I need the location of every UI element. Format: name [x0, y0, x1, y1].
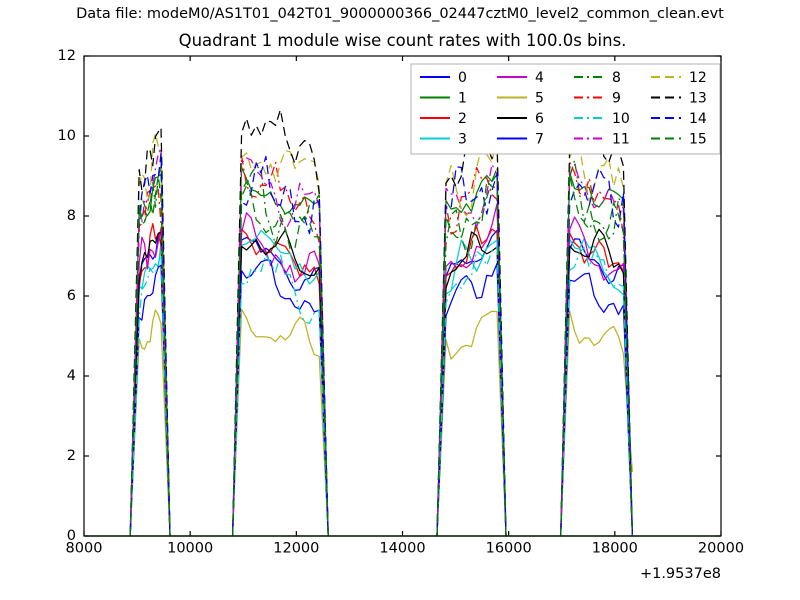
series-line-8 — [231, 165, 329, 537]
series-line-5 — [231, 308, 329, 537]
series-line-2 — [231, 228, 329, 537]
x-tick-label: 20000 — [698, 541, 744, 557]
series-line-11 — [560, 163, 634, 537]
series-line-3 — [231, 229, 329, 537]
legend-label-1: 1 — [458, 91, 467, 107]
series-line-14 — [436, 166, 507, 537]
series-line-5 — [436, 310, 507, 537]
series-line-11 — [231, 157, 329, 537]
x-tick-label: 8000 — [66, 541, 103, 557]
series-line-12 — [129, 133, 171, 537]
series-line-4 — [560, 216, 634, 537]
series-line-15 — [129, 174, 171, 537]
legend-label-6: 6 — [535, 111, 544, 127]
y-tick-label: 4 — [67, 368, 76, 384]
series-line-4 — [129, 227, 171, 537]
y-tick-label: 12 — [58, 48, 76, 64]
x-tick-label: 16000 — [486, 541, 532, 557]
legend-label-5: 5 — [535, 91, 544, 107]
series-line-10 — [231, 253, 329, 537]
series-line-10 — [129, 251, 171, 537]
series-line-12 — [436, 134, 507, 537]
legend-label-9: 9 — [612, 91, 621, 107]
y-tick-label: 6 — [67, 288, 76, 304]
series-line-11 — [436, 163, 507, 537]
series-line-6 — [560, 228, 634, 537]
y-tick-label: 8 — [67, 208, 76, 224]
y-tick-label: 0 — [67, 528, 76, 544]
series-line-5 — [560, 310, 634, 537]
y-tick-label: 2 — [67, 448, 76, 464]
legend-label-0: 0 — [458, 70, 467, 86]
legend-label-15: 15 — [689, 132, 707, 148]
series-line-6 — [231, 229, 329, 537]
legend-label-7: 7 — [535, 132, 544, 148]
series-line-8 — [436, 167, 507, 537]
series-line-6 — [129, 231, 171, 537]
legend-label-13: 13 — [689, 91, 707, 107]
legend-label-12: 12 — [689, 70, 707, 86]
series-line-13 — [129, 127, 171, 537]
series-line-7 — [231, 259, 329, 537]
series-line-9 — [436, 166, 507, 537]
series-line-3 — [560, 237, 634, 537]
series-line-7 — [560, 272, 634, 537]
legend-label-10: 10 — [612, 111, 630, 127]
x-tick-label: 14000 — [379, 541, 425, 557]
series-line-14 — [129, 153, 171, 537]
series-line-2 — [560, 232, 634, 537]
series-line-7 — [129, 264, 171, 537]
series-line-9 — [560, 161, 634, 537]
x-tick-label: 18000 — [592, 541, 638, 557]
x-tick-label: 10000 — [167, 541, 213, 557]
series-line-4 — [231, 212, 329, 537]
plot-title: Quadrant 1 module wise count rates with … — [178, 31, 627, 50]
series-line-8 — [129, 173, 171, 537]
series-line-4 — [436, 203, 507, 537]
legend-label-8: 8 — [612, 70, 621, 86]
series-line-14 — [560, 167, 634, 537]
data-file-label: Data file: modeM0/AS1T01_042T01_90000003… — [76, 6, 724, 22]
series-line-3 — [436, 239, 507, 537]
legend-label-4: 4 — [535, 70, 544, 86]
legend-label-3: 3 — [458, 132, 467, 148]
series-line-10 — [560, 247, 634, 537]
legend-label-14: 14 — [689, 111, 707, 127]
x-axis-offset-label: +1.9537e8 — [640, 566, 721, 582]
x-tick-label: 12000 — [273, 541, 319, 557]
legend-label-2: 2 — [458, 111, 467, 127]
series-line-15 — [436, 180, 507, 537]
series-line-1 — [436, 173, 507, 537]
series-line-5 — [129, 309, 171, 537]
series-line-15 — [560, 174, 634, 537]
y-tick-label: 10 — [58, 128, 76, 144]
series-line-15 — [231, 181, 329, 537]
series-line-13 — [231, 109, 329, 537]
series-line-14 — [231, 155, 329, 537]
legend-label-11: 11 — [612, 132, 630, 148]
series-line-7 — [436, 262, 507, 537]
series-line-10 — [436, 246, 507, 537]
